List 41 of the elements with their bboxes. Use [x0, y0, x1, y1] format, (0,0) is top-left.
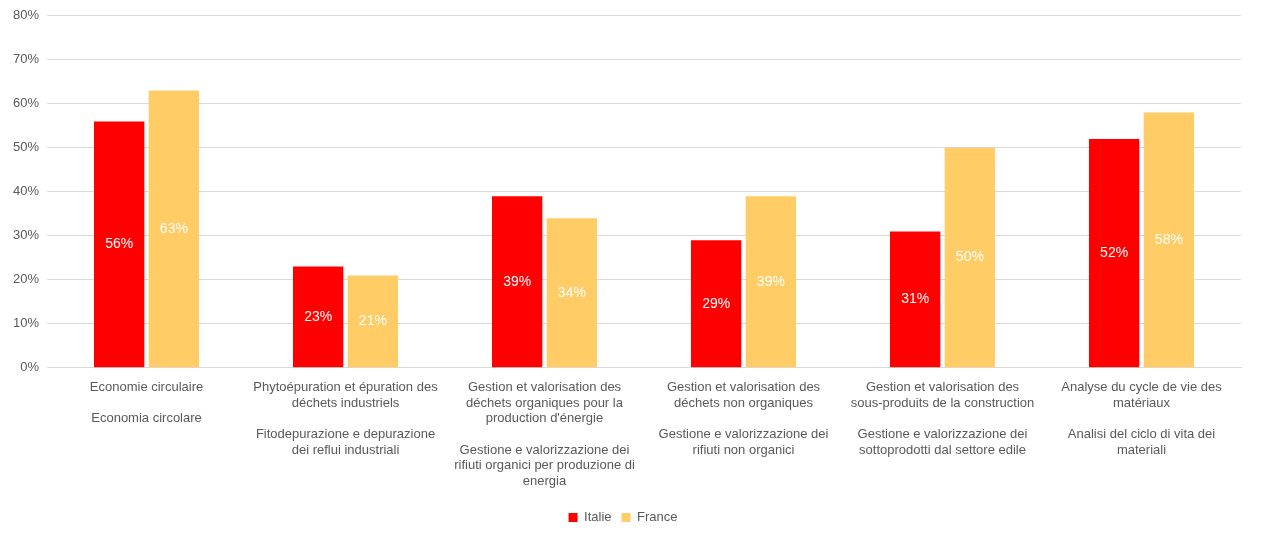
bar: [148, 90, 200, 368]
category-label: Gestion et valorisation des déchets organiques pour la production d'énergie Gestione e valorizzazione dei rifiuti organici per produzione di energia: [454, 379, 635, 488]
data-label: 21%: [358, 312, 387, 329]
y-tick-label: 60%: [12, 95, 40, 111]
category-label: Economie circulaire Economia circolare: [89, 379, 204, 426]
data-label: 34%: [557, 283, 586, 300]
category-label: Analyse du cycle de vie des matériaux Analisi del ciclo di vita dei materiali: [1061, 379, 1222, 457]
y-tick-label: 80%: [12, 7, 40, 23]
data-label: 23%: [304, 307, 333, 324]
data-label: 56%: [105, 235, 134, 252]
category-label: Gestion et valorisation des déchets non organiques Gestione e valorizzazione dei rifiuti non organici: [658, 379, 829, 457]
bar: [1088, 139, 1140, 368]
legend-label: Italie: [584, 509, 612, 525]
bar: [944, 147, 996, 368]
bar: [745, 196, 797, 368]
y-tick-label: 30%: [12, 227, 40, 243]
y-tick-label: 70%: [12, 51, 40, 67]
bar: [1143, 112, 1195, 368]
y-tick-label: 20%: [12, 271, 40, 287]
bar: [292, 266, 344, 368]
data-label: 39%: [756, 272, 785, 289]
category-label: Phytoépuration et épuration des déchets industriels Fitodepurazione e depurazione dei reflui industriali: [253, 379, 438, 457]
data-label: 39%: [503, 272, 532, 289]
bar: [93, 121, 145, 368]
category-label: Gestion et valorisation des sous-produits de la construction Gestione e valorizzazione dei sottoprodotti dal settore edile: [850, 379, 1035, 457]
bar: [690, 240, 742, 368]
bar: [491, 196, 543, 368]
data-label: 58%: [1154, 230, 1183, 247]
data-label: 50%: [955, 248, 984, 265]
legend-label: France: [637, 509, 678, 525]
y-tick-label: 50%: [12, 139, 40, 155]
data-label: 29%: [702, 294, 731, 311]
bar: [347, 275, 399, 368]
y-tick-label: 0%: [20, 359, 40, 375]
bar: [546, 218, 598, 368]
y-tick-label: 40%: [12, 183, 40, 199]
data-label: 31%: [901, 290, 930, 307]
data-label: 63%: [159, 219, 188, 236]
y-tick-label: 10%: [12, 315, 40, 331]
bar: [889, 231, 941, 368]
data-label: 52%: [1100, 244, 1129, 261]
